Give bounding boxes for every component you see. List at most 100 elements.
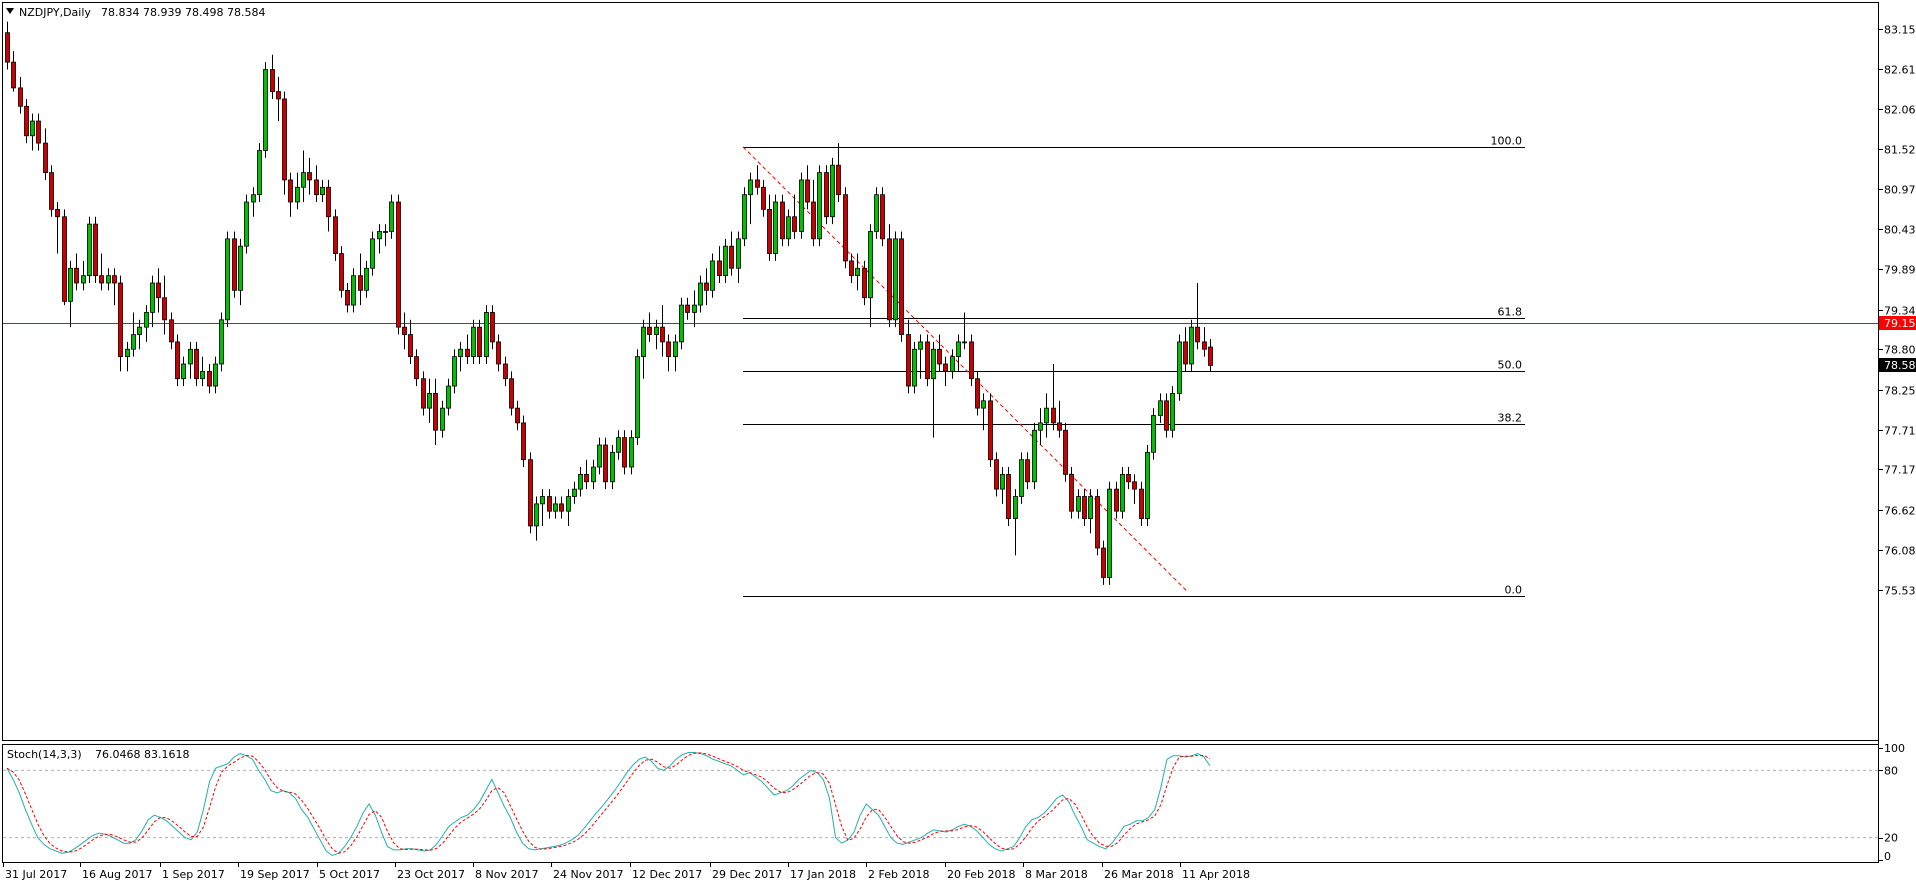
candle-body	[156, 282, 161, 299]
candle	[603, 437, 608, 490]
date-tick-label: 8 Mar 2018	[1025, 868, 1088, 881]
candle-body	[181, 363, 186, 380]
candle-body	[591, 466, 596, 483]
candle	[232, 231, 237, 298]
candle-body	[18, 87, 23, 107]
candle	[584, 459, 589, 490]
candle-body	[427, 393, 432, 409]
candle	[1170, 386, 1175, 438]
candle-body	[1183, 341, 1188, 365]
stoch-k-line	[6, 752, 1211, 857]
candle	[414, 349, 419, 387]
candle-body	[68, 267, 73, 302]
candle	[830, 157, 835, 225]
price-tick-label: 76.080	[1884, 545, 1916, 558]
candle-body	[610, 451, 615, 483]
stoch-values: 76.0468 83.1618	[95, 748, 189, 761]
candle-body	[339, 253, 344, 291]
candle-body	[578, 474, 583, 490]
candle	[610, 444, 615, 490]
candle-body	[1195, 326, 1200, 343]
candle-body	[383, 231, 388, 233]
candle	[1145, 444, 1150, 526]
candle-body	[408, 334, 413, 358]
candle-body	[1208, 346, 1213, 366]
fib-level-label: 61.8	[1498, 306, 1523, 319]
candle-body	[1126, 474, 1131, 483]
candle-body	[402, 326, 407, 335]
candle	[956, 334, 961, 372]
candle-body	[446, 385, 451, 409]
price-tick-label: 79.890	[1884, 264, 1916, 277]
candle	[452, 349, 457, 394]
candle-body	[660, 326, 665, 343]
candle	[339, 246, 344, 298]
candle-body	[1088, 496, 1093, 519]
candle	[181, 356, 186, 387]
candle	[679, 297, 684, 350]
candle-body	[351, 275, 356, 306]
candle-body	[484, 312, 489, 358]
candle-body	[616, 437, 621, 453]
candle	[591, 459, 596, 490]
candle	[912, 341, 917, 394]
candle-body	[874, 194, 879, 232]
candle	[490, 305, 495, 350]
candle-body	[1025, 459, 1030, 483]
candle-body	[99, 275, 104, 284]
ohlc-values: 78.834 78.939 78.498 78.584	[101, 6, 265, 19]
candle-body	[458, 348, 463, 358]
candle	[622, 430, 627, 475]
candle-body	[799, 179, 804, 232]
candle-body	[345, 289, 350, 306]
candle	[1025, 452, 1030, 490]
dropdown-triangle-icon[interactable]	[6, 8, 14, 14]
candle-body	[629, 437, 634, 468]
candle-body	[584, 474, 589, 483]
candle	[188, 341, 193, 379]
fib-level-label: 50.0	[1498, 359, 1523, 372]
candle	[717, 246, 722, 283]
candle	[1195, 282, 1200, 350]
candle	[1158, 393, 1163, 423]
candle	[597, 437, 602, 475]
candle-body	[950, 356, 955, 372]
date-tick-label: 16 Aug 2017	[82, 868, 152, 881]
candle	[144, 305, 149, 342]
candle	[370, 231, 375, 276]
candle-body	[496, 341, 501, 365]
candle	[125, 341, 130, 372]
candle	[24, 98, 29, 144]
candle	[137, 319, 142, 350]
candle	[169, 312, 174, 350]
candle	[282, 91, 287, 195]
candle	[1189, 319, 1194, 372]
candle	[238, 238, 243, 306]
candle	[162, 275, 167, 335]
candle	[773, 194, 778, 261]
candle	[704, 268, 709, 306]
candle	[975, 371, 980, 416]
candle-body	[24, 105, 29, 137]
candle	[377, 224, 382, 254]
candle	[1151, 408, 1156, 460]
candle-body	[918, 341, 923, 350]
candle	[547, 489, 552, 519]
candle	[112, 268, 117, 306]
candle	[251, 187, 256, 217]
candle	[962, 312, 967, 350]
candle	[660, 305, 665, 357]
candle-body	[717, 260, 722, 277]
candle	[578, 467, 583, 497]
candle-body	[194, 348, 199, 380]
candle	[433, 378, 438, 445]
candle-body	[849, 260, 854, 277]
candle-body	[358, 275, 363, 291]
candle-body	[11, 61, 16, 89]
candle	[87, 216, 92, 283]
candle	[641, 319, 646, 379]
candle	[786, 209, 791, 247]
candle	[918, 334, 923, 379]
candle	[358, 253, 363, 306]
candle	[931, 341, 936, 438]
